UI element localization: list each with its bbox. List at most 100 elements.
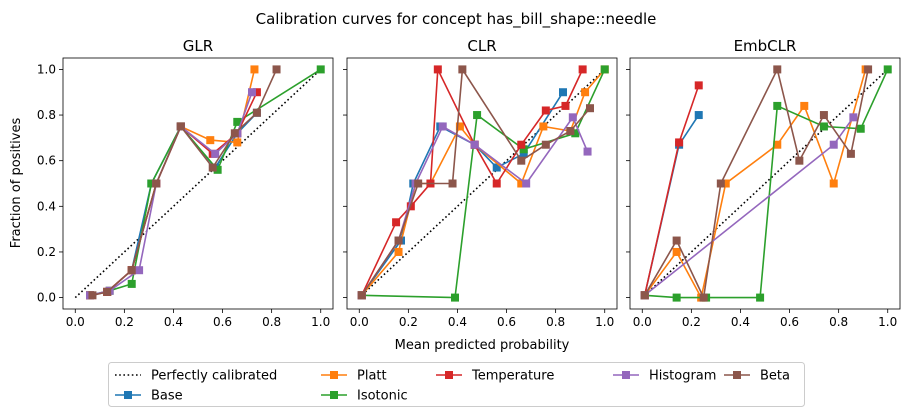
data-point bbox=[773, 140, 782, 149]
data-point bbox=[152, 179, 161, 188]
data-point bbox=[433, 65, 442, 74]
panel-clr: 0.0 0.2 0.4 0.6 0.8 1.0 CLR bbox=[343, 37, 618, 329]
data-point bbox=[571, 129, 580, 138]
data-point bbox=[492, 179, 501, 188]
legend-item-temperature: Temperature bbox=[436, 369, 554, 384]
legend-item-histogram: Histogram bbox=[613, 369, 716, 384]
panel-embclr: 0.0 0.2 0.4 0.6 0.8 1.0 EmbCLR bbox=[626, 37, 901, 329]
series-histogram bbox=[357, 113, 592, 300]
data-point bbox=[316, 65, 325, 74]
panel-title: GLR bbox=[183, 37, 213, 55]
data-point bbox=[252, 88, 261, 97]
legend-label: Histogram bbox=[649, 369, 716, 384]
legend-label: Beta bbox=[760, 369, 790, 384]
data-point bbox=[147, 179, 156, 188]
perfect-calibration-line bbox=[358, 68, 606, 299]
data-point bbox=[829, 140, 838, 149]
x-tick-label: 0.4 bbox=[731, 315, 750, 329]
data-point bbox=[864, 65, 873, 74]
data-point bbox=[541, 106, 550, 115]
data-point bbox=[206, 136, 215, 145]
data-point bbox=[458, 65, 467, 74]
series-line-histogram bbox=[89, 91, 253, 297]
data-point bbox=[568, 113, 577, 122]
data-point bbox=[795, 156, 804, 165]
data-point bbox=[699, 293, 708, 302]
data-point bbox=[694, 111, 703, 120]
data-point bbox=[233, 138, 242, 147]
data-point bbox=[600, 65, 609, 74]
data-point bbox=[470, 140, 479, 149]
y-tick-label: 1.0 bbox=[37, 62, 56, 76]
legend-marker bbox=[445, 371, 453, 379]
data-point bbox=[819, 122, 828, 131]
plot-frame bbox=[629, 57, 901, 310]
y-tick-label: 0.2 bbox=[37, 245, 56, 259]
series-isotonic bbox=[86, 65, 325, 300]
data-point bbox=[208, 163, 217, 172]
data-point bbox=[519, 145, 528, 154]
plot-frame bbox=[346, 57, 618, 310]
x-tick-label: 0.8 bbox=[262, 315, 281, 329]
panel-title: EmbCLR bbox=[734, 37, 797, 55]
plot-frame bbox=[62, 57, 334, 310]
data-point bbox=[856, 124, 865, 133]
x-tick-label: 1.0 bbox=[311, 315, 330, 329]
data-point bbox=[773, 101, 782, 110]
y-tick-label: 0.8 bbox=[37, 108, 56, 122]
legend-label: Platt bbox=[357, 369, 387, 384]
legend-marker bbox=[733, 371, 741, 379]
data-point bbox=[672, 236, 681, 245]
x-tick-label: 1.0 bbox=[595, 315, 614, 329]
x-tick-label: 0.0 bbox=[633, 315, 652, 329]
series-line-temperature bbox=[360, 66, 584, 296]
x-tick-label: 0.0 bbox=[350, 315, 369, 329]
series-temperature bbox=[640, 81, 703, 300]
data-point bbox=[756, 293, 765, 302]
y-tick-label: 0.0 bbox=[37, 291, 56, 305]
legend-label: Perfectly calibrated bbox=[151, 369, 277, 384]
series-line-isotonic bbox=[644, 69, 889, 299]
data-point bbox=[127, 279, 136, 288]
data-point bbox=[883, 65, 892, 74]
data-point bbox=[517, 179, 526, 188]
data-point bbox=[517, 156, 526, 165]
data-point bbox=[272, 65, 281, 74]
series-line-temperature bbox=[89, 91, 258, 297]
series-beta bbox=[88, 65, 281, 300]
legend-item-perfectly-calibrated: Perfectly calibrated bbox=[115, 369, 277, 384]
perfect-calibration-line bbox=[641, 68, 889, 299]
data-point bbox=[127, 266, 136, 275]
data-point bbox=[583, 147, 592, 156]
data-point bbox=[438, 122, 447, 131]
data-point bbox=[819, 111, 828, 120]
data-point bbox=[519, 149, 528, 158]
series-temperature bbox=[357, 65, 587, 300]
data-point bbox=[211, 149, 220, 158]
data-point bbox=[694, 81, 703, 90]
series-platt bbox=[86, 65, 259, 300]
data-point bbox=[846, 149, 855, 158]
panel-glr: 0.0 0.2 0.4 0.6 0.8 1.0 0.0 0.2 0.4 0.6 0.8 1.0 GLR bbox=[37, 37, 334, 329]
series-histogram bbox=[86, 88, 256, 300]
x-tick-label: 0.2 bbox=[399, 315, 418, 329]
series-base bbox=[86, 108, 261, 300]
data-point bbox=[559, 88, 567, 97]
data-point bbox=[451, 293, 459, 302]
data-point bbox=[539, 122, 548, 131]
figure-title: Calibration curves for concept has_bill_… bbox=[256, 10, 657, 29]
x-tick-label: 0.2 bbox=[115, 315, 134, 329]
data-point bbox=[773, 65, 782, 74]
series-line-isotonic bbox=[361, 69, 606, 299]
data-point bbox=[675, 138, 684, 147]
legend-label: Temperature bbox=[471, 369, 554, 384]
data-point bbox=[672, 247, 681, 256]
data-point bbox=[414, 179, 423, 188]
data-point bbox=[578, 65, 587, 74]
y-axis-label: Fraction of positives bbox=[9, 118, 24, 249]
data-point bbox=[213, 165, 222, 174]
legend-item-base: Base bbox=[115, 389, 183, 404]
legend-marker bbox=[622, 371, 630, 379]
data-point bbox=[721, 179, 730, 188]
